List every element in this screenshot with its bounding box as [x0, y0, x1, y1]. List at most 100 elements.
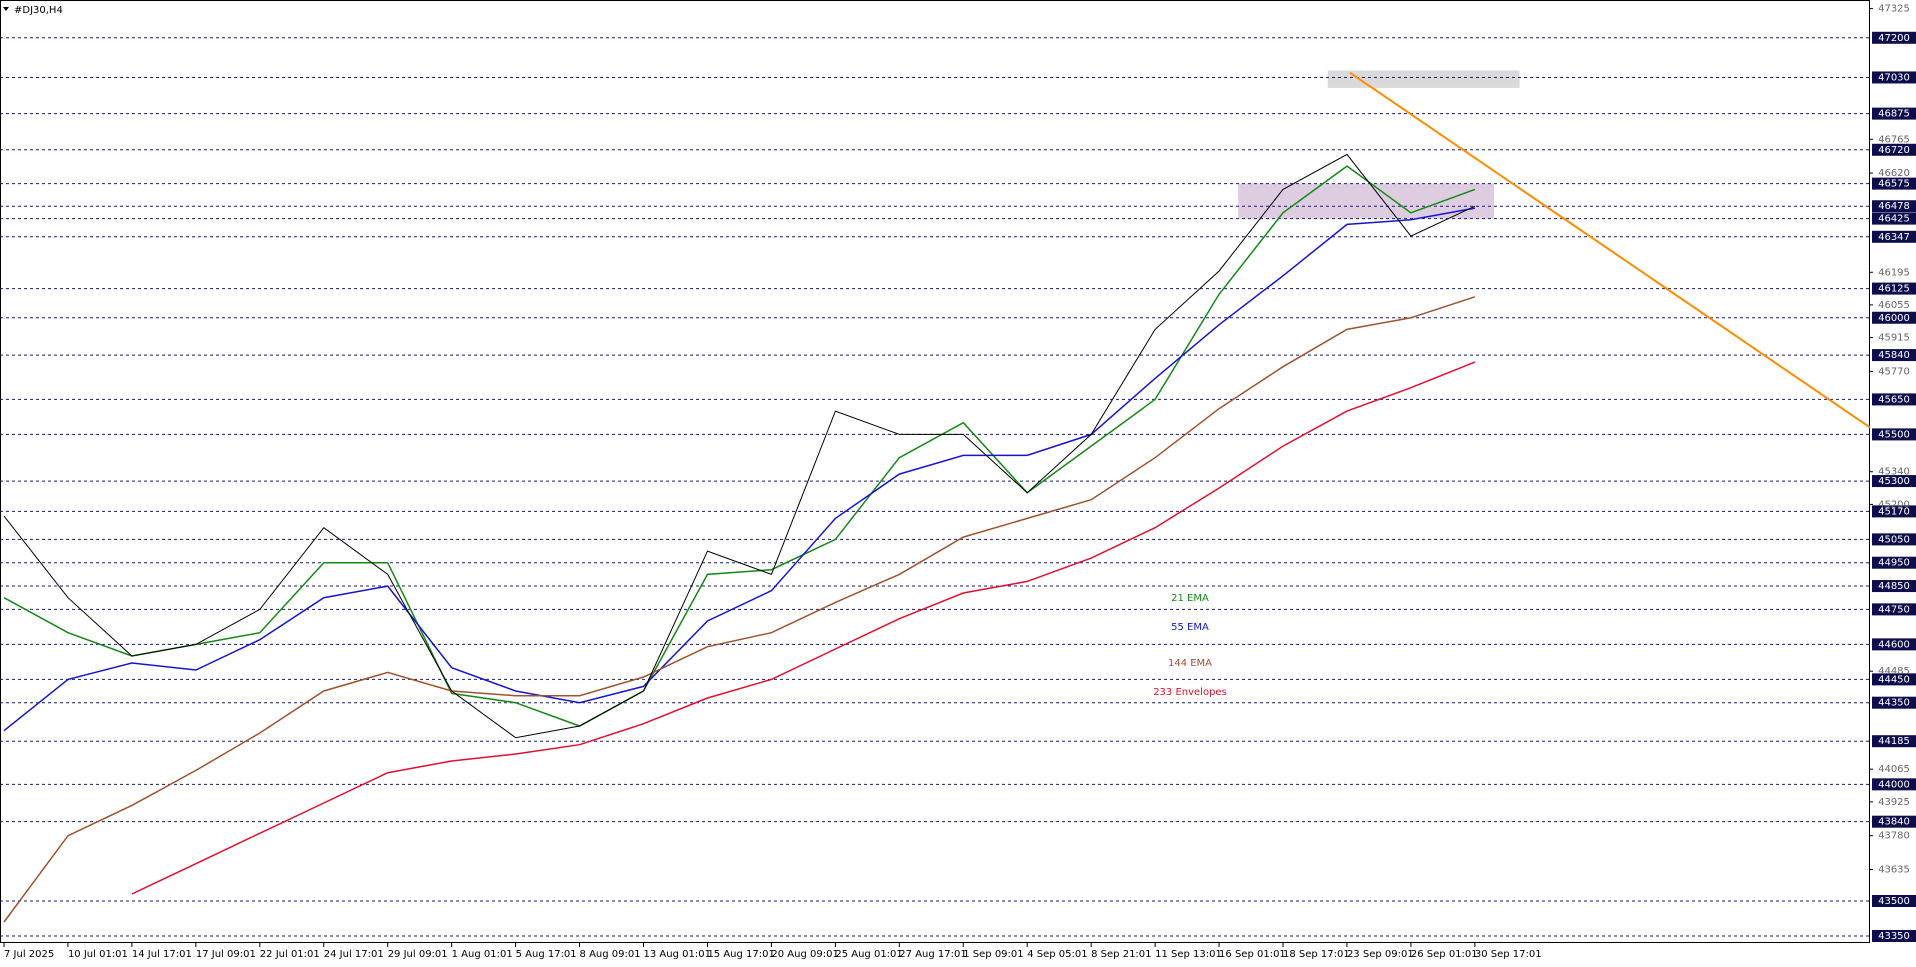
- level-label: 46000: [1878, 313, 1910, 324]
- x-tick-label: 4 Sep 05:01: [1027, 949, 1087, 960]
- x-tick-label: 22 Jul 01:01: [260, 949, 320, 960]
- level-label: 44350: [1878, 698, 1910, 709]
- level-label-box: [1872, 673, 1916, 686]
- level-label: 45170: [1878, 506, 1910, 517]
- level-label: 47200: [1878, 33, 1910, 44]
- level-label-box: [1872, 212, 1916, 225]
- x-tick-label: 16 Sep 01:01: [1219, 949, 1286, 960]
- level-label-box: [1872, 71, 1916, 84]
- level-label: 44600: [1878, 639, 1910, 650]
- indicator-line: [3, 165, 1476, 727]
- level-label-box: [1872, 31, 1916, 44]
- y-tick-label: 45915: [1878, 333, 1910, 344]
- plot-frame: [0, 0, 1870, 943]
- level-label-box: [1872, 475, 1916, 488]
- level-label-box: [1872, 143, 1916, 156]
- level-label-box: [1872, 815, 1916, 828]
- level-label: 44850: [1878, 581, 1910, 592]
- level-label: 45050: [1878, 534, 1910, 545]
- level-label: 46875: [1878, 109, 1910, 120]
- level-label-box: [1872, 282, 1916, 295]
- zone: [1238, 183, 1495, 219]
- y-tick-label: 44065: [1878, 764, 1910, 775]
- level-label-box: [1872, 393, 1916, 406]
- level-label-box: [1872, 895, 1916, 908]
- y-tick-label: 46055: [1878, 300, 1910, 311]
- level-label-box: [1872, 638, 1916, 651]
- title-arrow: [3, 7, 9, 11]
- level-label-box: [1872, 533, 1916, 546]
- legend-label: 144 EMA: [1168, 658, 1212, 669]
- x-tick-label: 20 Aug 09:01: [771, 949, 838, 960]
- legend-label: 233 Envelopes: [1153, 687, 1227, 698]
- y-tick-label: 45340: [1878, 467, 1910, 478]
- level-label: 44950: [1878, 558, 1910, 569]
- level-label: 44185: [1878, 736, 1910, 747]
- level-label-box: [1872, 505, 1916, 518]
- x-tick-label: 29 Jul 09:01: [388, 949, 448, 960]
- level-label: 45650: [1878, 394, 1910, 405]
- level-label-box: [1872, 349, 1916, 362]
- x-tick-label: 14 Jul 17:01: [132, 949, 192, 960]
- level-label: 46575: [1878, 179, 1910, 190]
- trendline: [1349, 71, 1871, 429]
- x-tick-label: 1 Sep 09:01: [963, 949, 1023, 960]
- x-tick-label: 30 Sep 17:01: [1475, 949, 1542, 960]
- x-tick-label: 7 Jul 2025: [4, 949, 54, 960]
- legend-label: 55 EMA: [1171, 622, 1209, 633]
- y-tick-label: 43925: [1878, 797, 1910, 808]
- level-label: 46478: [1878, 201, 1910, 212]
- level-label-box: [1872, 428, 1916, 441]
- level-label: 46347: [1878, 232, 1910, 243]
- x-tick-label: 26 Sep 01:01: [1411, 949, 1478, 960]
- level-label-box: [1872, 311, 1916, 324]
- x-tick-label: 8 Aug 09:01: [580, 949, 641, 960]
- level-label-box: [1872, 778, 1916, 791]
- price-line: [3, 153, 1476, 739]
- level-label: 43500: [1878, 896, 1910, 907]
- indicator-line: [3, 207, 1476, 732]
- x-tick-label: 10 Jul 01:01: [68, 949, 128, 960]
- level-label: 43840: [1878, 817, 1910, 828]
- level-label-box: [1872, 556, 1916, 569]
- zone: [1327, 70, 1520, 88]
- level-label-box: [1872, 177, 1916, 190]
- level-label-box: [1872, 580, 1916, 593]
- indicator-line: [131, 361, 1476, 895]
- level-label: 46125: [1878, 284, 1910, 295]
- level-label-box: [1872, 930, 1916, 943]
- x-tick-label: 5 Aug 17:01: [516, 949, 577, 960]
- level-label: 44450: [1878, 674, 1910, 685]
- level-label-box: [1872, 107, 1916, 120]
- x-tick-label: 15 Aug 17:01: [707, 949, 774, 960]
- level-label: 46720: [1878, 145, 1910, 156]
- indicator-line: [3, 296, 1476, 923]
- x-tick-label: 27 Aug 17:01: [899, 949, 966, 960]
- x-tick-label: 1 Aug 01:01: [452, 949, 513, 960]
- level-label-box: [1872, 230, 1916, 243]
- y-tick-label: 46765: [1878, 134, 1910, 145]
- y-tick-label: 45200: [1878, 499, 1910, 510]
- x-tick-label: 25 Aug 01:01: [835, 949, 902, 960]
- y-tick-label: 43635: [1878, 865, 1910, 876]
- level-label: 46425: [1878, 214, 1910, 225]
- chart-title: #DJ30,H4: [14, 5, 63, 16]
- level-label: 44000: [1878, 779, 1910, 790]
- level-label: 45840: [1878, 350, 1910, 361]
- y-tick-label: 46195: [1878, 267, 1910, 278]
- level-label: 44750: [1878, 604, 1910, 615]
- x-tick-label: 8 Sep 21:01: [1091, 949, 1151, 960]
- level-label: 45500: [1878, 429, 1910, 440]
- level-label-box: [1872, 696, 1916, 709]
- x-tick-label: 17 Jul 09:01: [196, 949, 256, 960]
- y-tick-label: 43780: [1878, 831, 1910, 842]
- level-label: 45300: [1878, 476, 1910, 487]
- x-tick-label: 18 Sep 17:01: [1283, 949, 1350, 960]
- x-tick-label: 11 Sep 13:01: [1155, 949, 1222, 960]
- y-tick-label: 44485: [1878, 666, 1910, 677]
- x-tick-label: 23 Sep 09:01: [1347, 949, 1414, 960]
- y-tick-label: 45770: [1878, 366, 1910, 377]
- y-tick-label: 46620: [1878, 168, 1910, 179]
- y-tick-label: 47325: [1878, 4, 1910, 15]
